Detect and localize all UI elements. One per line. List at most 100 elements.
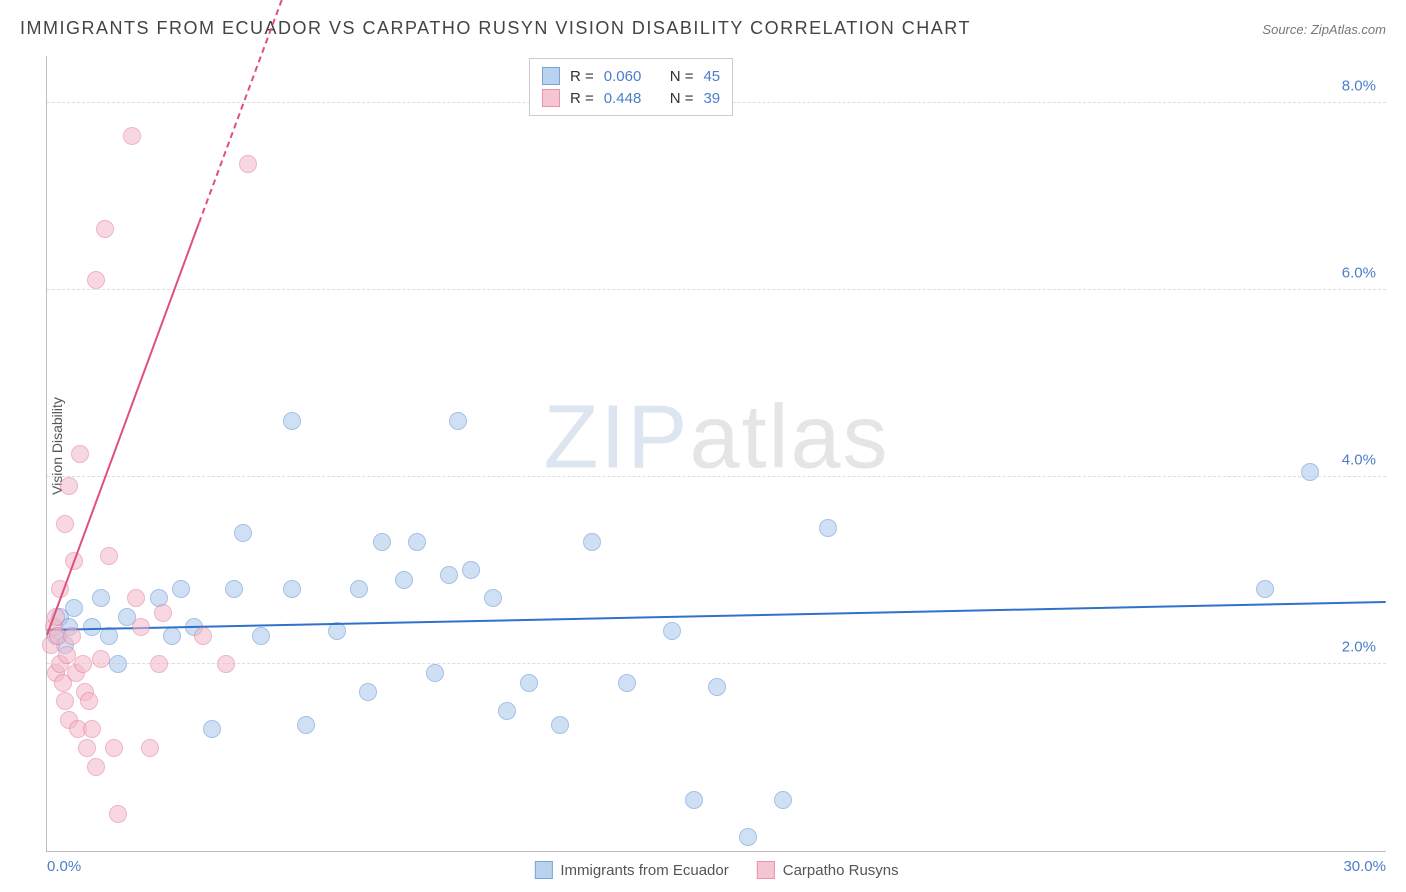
gridline — [47, 289, 1386, 290]
data-point — [449, 412, 467, 430]
data-point — [359, 683, 377, 701]
data-point — [65, 599, 83, 617]
data-point — [150, 655, 168, 673]
data-point — [56, 692, 74, 710]
data-point — [583, 533, 601, 551]
data-point — [663, 622, 681, 640]
legend-swatch — [757, 861, 775, 879]
watermark: ZIPatlas — [543, 386, 889, 489]
data-point — [141, 739, 159, 757]
data-point — [283, 580, 301, 598]
data-point — [252, 627, 270, 645]
x-tick-label: 0.0% — [47, 858, 81, 875]
data-point — [172, 580, 190, 598]
data-point — [74, 655, 92, 673]
data-point — [92, 650, 110, 668]
data-point — [239, 155, 257, 173]
data-point — [774, 791, 792, 809]
r-value: 0.060 — [604, 68, 642, 85]
data-point — [109, 805, 127, 823]
data-point — [63, 627, 81, 645]
data-point — [123, 127, 141, 145]
data-point — [395, 571, 413, 589]
data-point — [71, 445, 89, 463]
data-point — [1256, 580, 1274, 598]
data-point — [60, 477, 78, 495]
r-label: R = — [570, 90, 594, 107]
watermark-atlas: atlas — [689, 387, 889, 487]
legend-swatch — [534, 861, 552, 879]
source-label: Source: ZipAtlas.com — [1262, 22, 1386, 37]
data-point — [92, 589, 110, 607]
data-point — [819, 519, 837, 537]
data-point — [109, 655, 127, 673]
x-tick-label: 30.0% — [1343, 858, 1386, 875]
data-point — [685, 791, 703, 809]
data-point — [127, 589, 145, 607]
legend-swatch — [542, 67, 560, 85]
gridline — [47, 663, 1386, 664]
data-point — [520, 674, 538, 692]
data-point — [225, 580, 243, 598]
data-point — [739, 828, 757, 846]
data-point — [618, 674, 636, 692]
series-name: Immigrants from Ecuador — [560, 862, 728, 879]
chart-plot-area: ZIPatlas 2.0%4.0%6.0%8.0%0.0%30.0%R =0.0… — [46, 56, 1386, 852]
data-point — [87, 758, 105, 776]
r-label: R = — [570, 68, 594, 85]
data-point — [462, 561, 480, 579]
data-point — [80, 692, 98, 710]
y-tick-label: 8.0% — [1342, 77, 1376, 94]
data-point — [203, 720, 221, 738]
data-point — [78, 739, 96, 757]
data-point — [440, 566, 458, 584]
data-point — [83, 618, 101, 636]
stats-legend-row: R = 0.060 N = 45 — [542, 65, 720, 87]
data-point — [234, 524, 252, 542]
data-point — [100, 547, 118, 565]
gridline — [47, 476, 1386, 477]
source-prefix: Source: — [1262, 22, 1307, 37]
data-point — [297, 716, 315, 734]
legend-swatch — [542, 89, 560, 107]
series-legend-item: Immigrants from Ecuador — [534, 861, 728, 879]
data-point — [408, 533, 426, 551]
series-name: Carpatho Rusyns — [783, 862, 899, 879]
source-name: ZipAtlas.com — [1311, 22, 1386, 37]
r-value: 0.448 — [604, 90, 642, 107]
data-point — [373, 533, 391, 551]
y-tick-label: 6.0% — [1342, 264, 1376, 281]
data-point — [154, 604, 172, 622]
data-point — [87, 271, 105, 289]
data-point — [163, 627, 181, 645]
n-value: 39 — [703, 90, 720, 107]
watermark-zip: ZIP — [543, 387, 689, 487]
data-point — [426, 664, 444, 682]
data-point — [1301, 463, 1319, 481]
data-point — [83, 720, 101, 738]
data-point — [217, 655, 235, 673]
data-point — [484, 589, 502, 607]
n-label: N = — [670, 90, 694, 107]
data-point — [708, 678, 726, 696]
series-legend-item: Carpatho Rusyns — [757, 861, 899, 879]
chart-title: IMMIGRANTS FROM ECUADOR VS CARPATHO RUSY… — [20, 18, 971, 39]
n-label: N = — [670, 68, 694, 85]
y-tick-label: 4.0% — [1342, 451, 1376, 468]
trend-line — [47, 601, 1386, 631]
stats-legend-row: R = 0.448 N = 39 — [542, 87, 720, 109]
data-point — [105, 739, 123, 757]
series-legend: Immigrants from Ecuador Carpatho Rusyns — [534, 861, 898, 879]
data-point — [551, 716, 569, 734]
trend-line — [46, 223, 200, 635]
data-point — [56, 515, 74, 533]
stats-legend: R = 0.060 N = 45 R = 0.448 N = 39 — [529, 58, 733, 116]
data-point — [194, 627, 212, 645]
y-tick-label: 2.0% — [1342, 638, 1376, 655]
data-point — [498, 702, 516, 720]
data-point — [283, 412, 301, 430]
data-point — [132, 618, 150, 636]
n-value: 45 — [703, 68, 720, 85]
data-point — [96, 220, 114, 238]
data-point — [350, 580, 368, 598]
